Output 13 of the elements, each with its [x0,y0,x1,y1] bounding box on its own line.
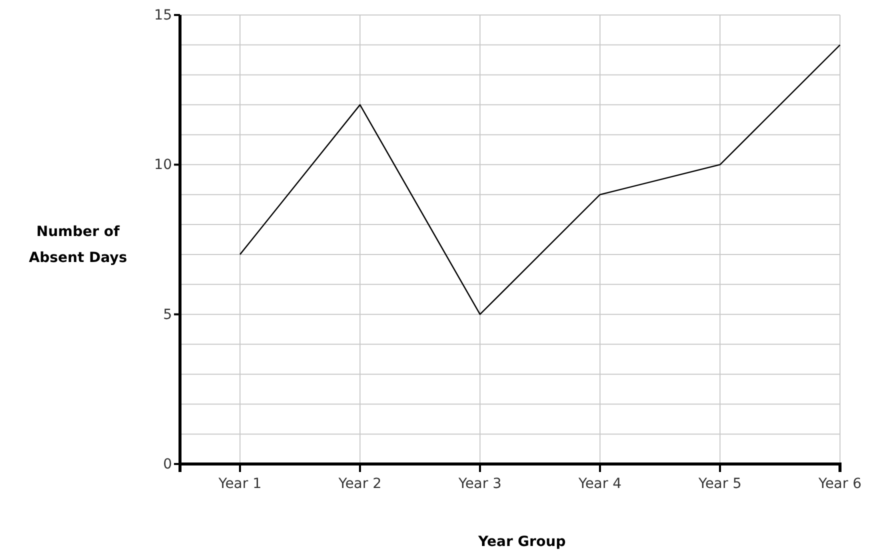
x-tick-label: Year 3 [458,476,502,492]
y-axis-title: Number of Absent Days [28,224,128,266]
y-tick-label: 15 [154,7,172,24]
y-tick-label: 0 [163,456,172,472]
x-axis-title: Year Group [477,534,566,550]
y-tick-label: 5 [163,306,172,323]
x-tick-label: Year 2 [338,476,382,492]
x-tick-label: Year 5 [698,476,742,492]
x-tick-label: Year 4 [578,476,622,492]
x-tick-label: Year 1 [218,476,262,492]
x-tick-label: Year 6 [818,476,862,492]
y-tick-label: 10 [154,157,172,174]
line-series [239,44,841,315]
